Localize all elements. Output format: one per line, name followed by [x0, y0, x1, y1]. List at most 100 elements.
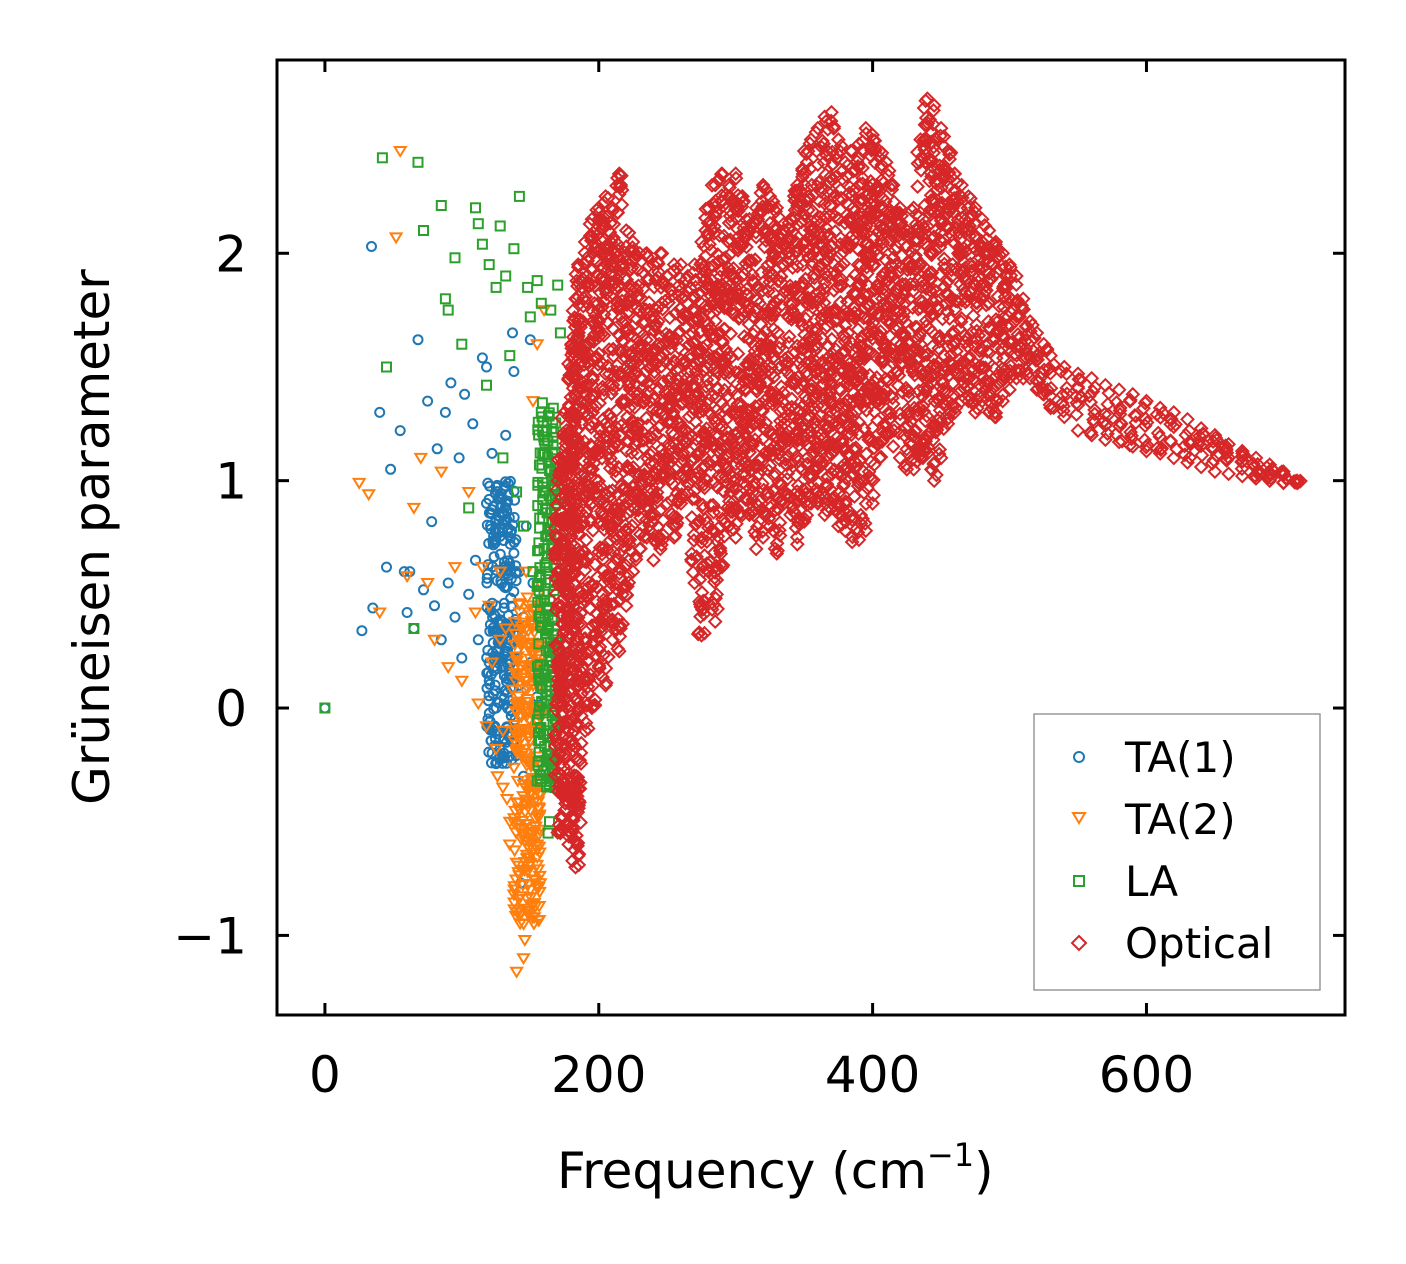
- point-optical: [761, 264, 777, 280]
- point-optical: [612, 561, 628, 576]
- point-optical: [664, 476, 680, 492]
- point-optical: [871, 327, 887, 343]
- point-optical: [620, 532, 636, 548]
- point-optical: [728, 516, 744, 532]
- point-ta2: [517, 806, 533, 819]
- point-la: [532, 596, 544, 608]
- point-optical: [579, 588, 595, 604]
- point-optical: [711, 171, 727, 187]
- point-ta2: [447, 562, 463, 575]
- point-optical: [883, 177, 899, 193]
- point-optical: [718, 422, 734, 438]
- point-optical: [988, 405, 1004, 421]
- point-ta1: [422, 395, 434, 407]
- point-optical: [581, 652, 597, 668]
- point-optical: [921, 265, 937, 281]
- point-optical: [773, 268, 789, 284]
- point-optical: [671, 324, 687, 340]
- series-optical-points: [547, 91, 1308, 875]
- point-ta2: [495, 782, 511, 795]
- point-optical: [816, 281, 832, 297]
- point-optical: [686, 483, 702, 499]
- point-optical: [820, 447, 836, 463]
- point-optical: [913, 293, 928, 309]
- point-optical: [578, 588, 594, 604]
- point-optical: [686, 288, 702, 304]
- point-ta2: [392, 146, 408, 158]
- point-optical: [629, 485, 645, 501]
- point-optical: [885, 268, 901, 284]
- point-optical: [561, 765, 577, 781]
- point-optical: [1008, 268, 1024, 284]
- point-optical: [584, 700, 600, 716]
- point-optical: [576, 255, 592, 271]
- point-optical: [995, 393, 1011, 409]
- point-ta2: [511, 860, 527, 873]
- point-optical: [707, 209, 723, 225]
- point-optical: [808, 365, 824, 381]
- point-optical: [741, 372, 757, 388]
- point-ta1: [491, 663, 503, 675]
- point-la: [533, 638, 545, 650]
- point-optical: [916, 348, 932, 363]
- point-optical: [650, 256, 666, 272]
- point-optical: [933, 120, 949, 136]
- point-optical: [602, 484, 617, 500]
- point-optical: [1008, 277, 1024, 293]
- point-ta2: [518, 673, 534, 685]
- point-ta2: [511, 894, 527, 907]
- point-optical: [913, 132, 928, 148]
- point-optical: [673, 396, 689, 412]
- point-ta2: [440, 662, 456, 675]
- point-optical: [653, 279, 669, 295]
- point-optical: [858, 496, 874, 512]
- point-optical: [693, 609, 708, 625]
- point-optical: [551, 817, 567, 833]
- point-optical: [568, 341, 583, 357]
- point-optical: [796, 514, 812, 530]
- point-la: [542, 609, 554, 621]
- point-optical: [755, 530, 771, 545]
- point-optical: [569, 665, 585, 681]
- point-optical: [932, 442, 948, 457]
- point-optical: [575, 349, 591, 364]
- point-optical: [807, 415, 823, 431]
- point-ta1: [453, 452, 465, 464]
- point-ta2: [502, 839, 518, 852]
- point-optical: [611, 166, 627, 182]
- point-optical: [762, 188, 778, 204]
- point-optical: [638, 410, 654, 426]
- point-optical: [554, 680, 570, 696]
- point-optical: [986, 268, 1002, 283]
- point-ta1: [498, 747, 510, 759]
- point-ta2: [505, 684, 520, 697]
- point-optical: [710, 601, 726, 617]
- point-optical: [547, 767, 563, 783]
- point-optical: [885, 177, 901, 193]
- point-optical: [590, 357, 606, 372]
- point-optical: [1007, 339, 1023, 355]
- point-optical: [781, 401, 797, 417]
- point-optical: [598, 677, 614, 693]
- point-optical: [625, 328, 641, 344]
- point-optical: [792, 313, 808, 329]
- point-la: [376, 152, 388, 164]
- point-optical: [968, 330, 984, 346]
- point-optical: [630, 416, 646, 432]
- point-optical: [708, 204, 724, 220]
- point-optical: [882, 204, 898, 220]
- point-optical: [747, 398, 763, 414]
- point-optical: [700, 454, 716, 470]
- point-optical: [865, 472, 881, 488]
- point-ta1: [356, 625, 368, 637]
- point-optical: [624, 445, 640, 461]
- point-la: [544, 816, 555, 828]
- point-optical: [815, 369, 830, 385]
- point-ta2: [516, 953, 531, 966]
- point-ta1: [481, 682, 493, 694]
- point-ta1: [502, 477, 514, 489]
- point-optical: [978, 373, 994, 389]
- point-optical: [745, 435, 761, 451]
- point-optical: [837, 318, 853, 333]
- point-optical: [764, 307, 780, 323]
